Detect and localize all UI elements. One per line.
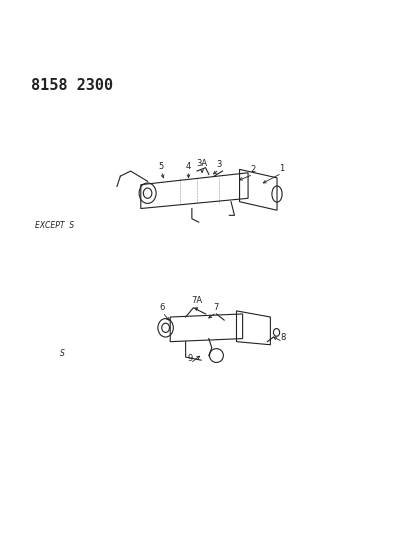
Text: 3: 3 (217, 160, 222, 169)
Text: 7: 7 (214, 303, 219, 312)
Text: 8158 2300: 8158 2300 (31, 78, 113, 93)
Text: 8: 8 (280, 333, 285, 342)
Text: 3A: 3A (196, 159, 208, 168)
Text: 5: 5 (159, 162, 164, 171)
Text: EXCEPT  S: EXCEPT S (35, 221, 74, 230)
Text: 2: 2 (251, 165, 256, 174)
Text: 9: 9 (188, 354, 193, 363)
Text: 7A: 7A (191, 296, 202, 305)
Text: 4: 4 (186, 162, 191, 171)
Text: 1: 1 (279, 164, 284, 173)
Text: 6: 6 (160, 303, 165, 312)
Text: S: S (60, 349, 65, 358)
